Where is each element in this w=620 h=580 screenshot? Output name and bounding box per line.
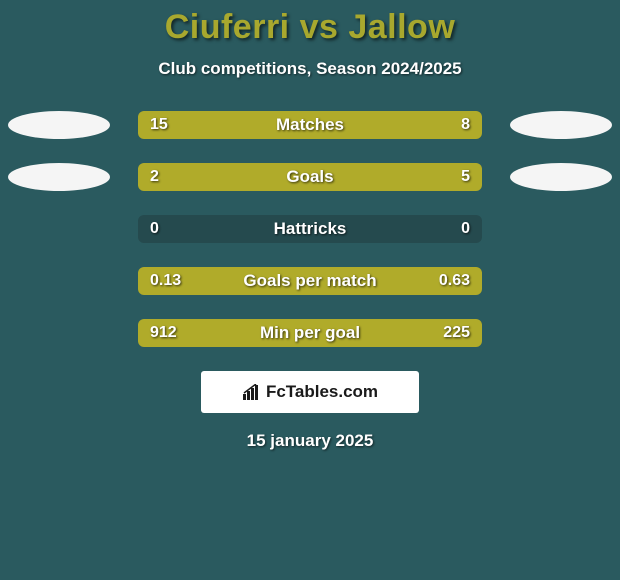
logo-label: FcTables.com [266, 382, 378, 402]
player-avatar-left [8, 163, 110, 191]
stat-value-right: 0 [461, 220, 470, 238]
player-avatar-left [8, 111, 110, 139]
stat-label: Min per goal [260, 323, 360, 343]
avatar-spacer [510, 319, 612, 347]
stat-value-left: 0 [150, 220, 159, 238]
player-avatar-right [510, 111, 612, 139]
stat-row: Goals 2 5 [0, 163, 620, 191]
stat-row: Goals per match 0.13 0.63 [0, 267, 620, 295]
logo-text: FcTables.com [242, 382, 378, 402]
avatar-spacer [510, 267, 612, 295]
logo-box: FcTables.com [201, 371, 419, 413]
stat-value-left: 15 [150, 116, 168, 134]
stat-bar: Goals per match 0.13 0.63 [138, 267, 482, 295]
stat-bar: Min per goal 912 225 [138, 319, 482, 347]
stat-value-right: 0.63 [439, 272, 470, 290]
avatar-spacer [8, 215, 110, 243]
avatar-spacer [8, 319, 110, 347]
stat-label: Hattricks [274, 219, 347, 239]
stat-value-right: 8 [461, 116, 470, 134]
stat-bar: Goals 2 5 [138, 163, 482, 191]
page-title: Ciuferri vs Jallow [0, 8, 620, 47]
avatar-spacer [8, 267, 110, 295]
stat-bar: Hattricks 0 0 [138, 215, 482, 243]
stat-label: Goals [286, 167, 333, 187]
chart-icon [242, 384, 262, 400]
stat-row: Hattricks 0 0 [0, 215, 620, 243]
stats-rows: Matches 15 8 Goals 2 5 Hattricks 0 0 Goals per ma… [0, 111, 620, 347]
date-text: 15 january 2025 [0, 431, 620, 451]
stat-value-right: 5 [461, 168, 470, 186]
stat-value-left: 2 [150, 168, 159, 186]
stat-bar: Matches 15 8 [138, 111, 482, 139]
stat-value-left: 912 [150, 324, 177, 342]
stat-label: Matches [276, 115, 344, 135]
player-avatar-right [510, 163, 612, 191]
bar-right-fill [236, 163, 482, 191]
stat-label: Goals per match [243, 271, 376, 291]
stat-value-left: 0.13 [150, 272, 181, 290]
stat-row: Min per goal 912 225 [0, 319, 620, 347]
stat-row: Matches 15 8 [0, 111, 620, 139]
avatar-spacer [510, 215, 612, 243]
subtitle: Club competitions, Season 2024/2025 [0, 59, 620, 79]
infographic-container: Ciuferri vs Jallow Club competitions, Se… [0, 0, 620, 451]
stat-value-right: 225 [443, 324, 470, 342]
